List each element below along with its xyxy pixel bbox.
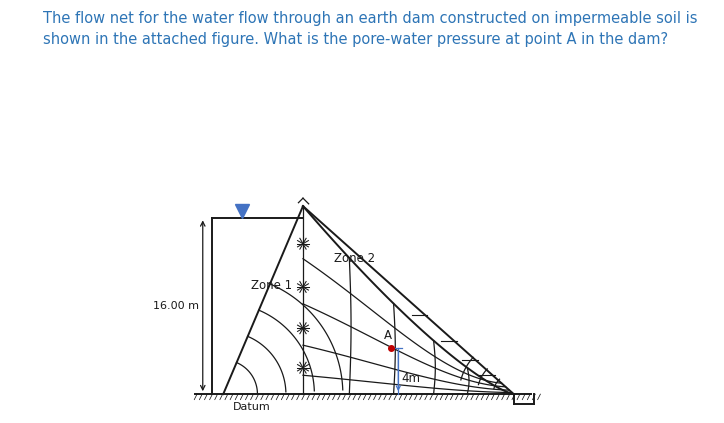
Text: Zone 2: Zone 2: [334, 252, 375, 265]
Text: shown in the attached figure. What is the pore-water pressure at point A in the : shown in the attached figure. What is th…: [43, 32, 668, 47]
Text: Zone 1: Zone 1: [251, 279, 292, 291]
Text: 16.00 m: 16.00 m: [153, 301, 199, 311]
Text: Datum: Datum: [232, 402, 270, 412]
Text: 4m: 4m: [401, 371, 420, 385]
Text: A: A: [384, 329, 392, 342]
Text: The flow net for the water flow through an earth dam constructed on impermeable : The flow net for the water flow through …: [43, 11, 698, 25]
